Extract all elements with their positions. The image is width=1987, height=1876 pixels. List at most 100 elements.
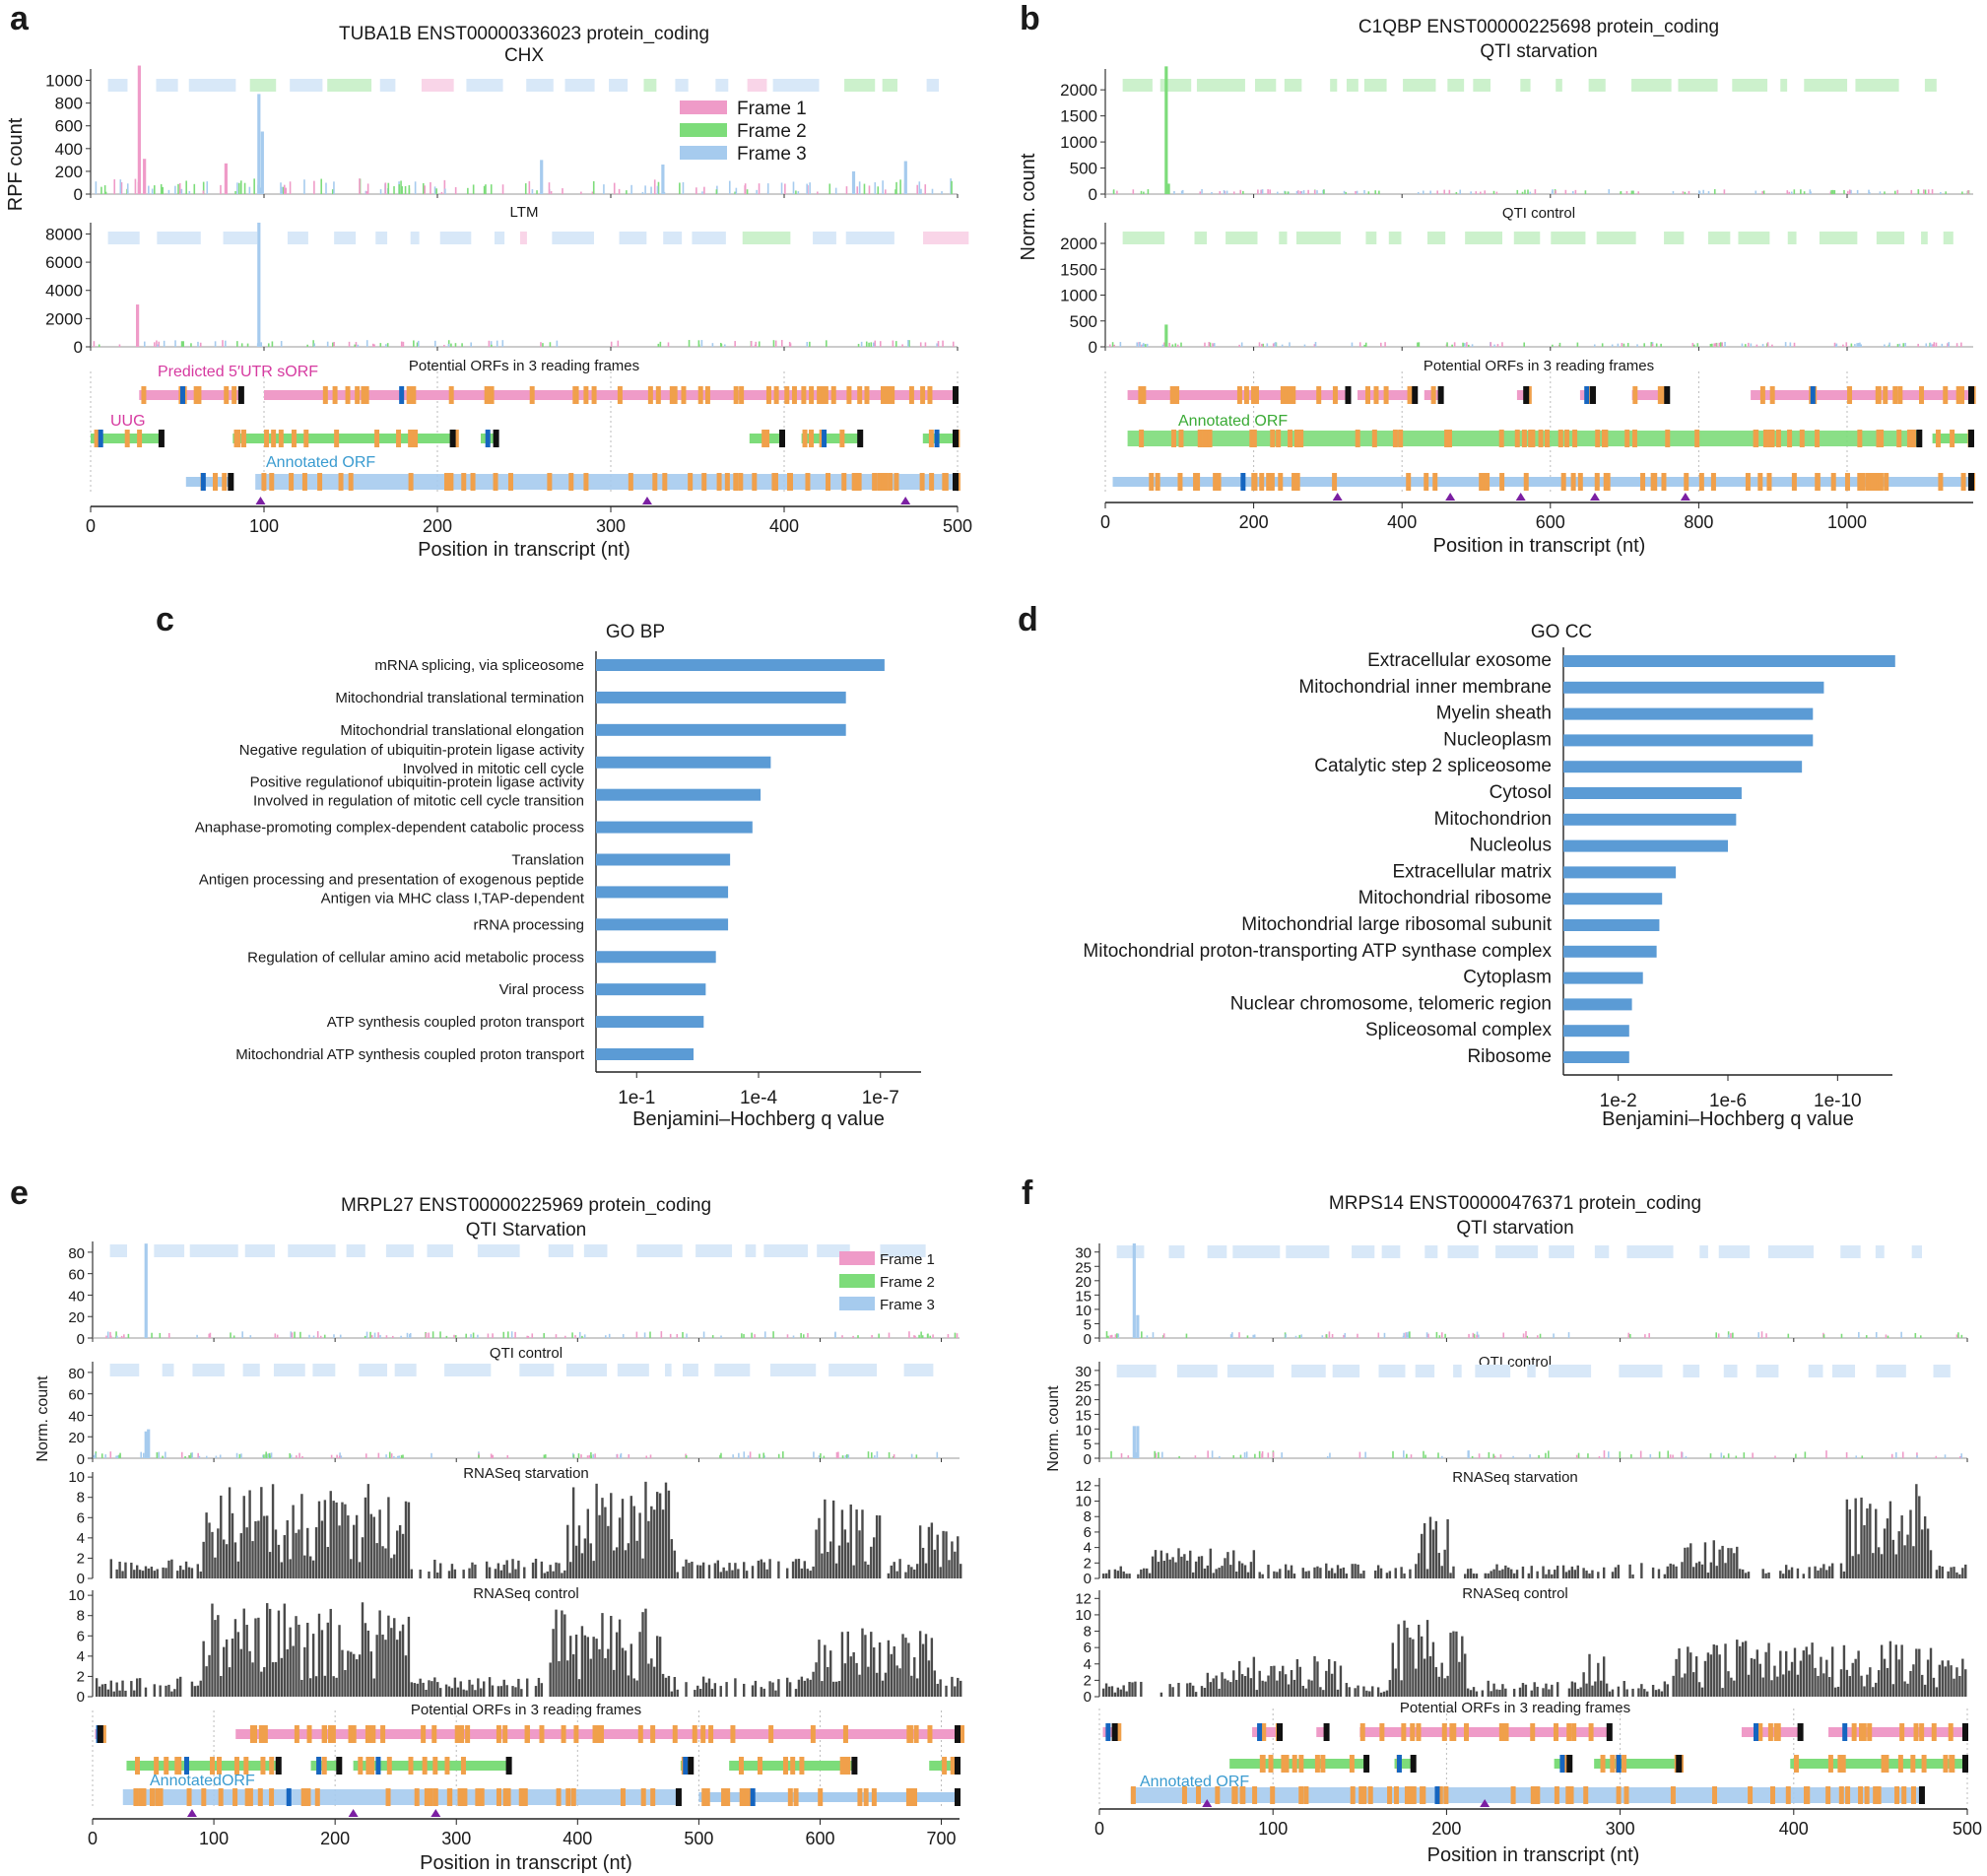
rna-bar (366, 1630, 370, 1697)
rna-bar (870, 1632, 873, 1697)
read-bar (1637, 191, 1639, 194)
read-bar (1860, 344, 1862, 347)
codon-tick (1931, 1723, 1937, 1741)
read-bar (1314, 342, 1317, 347)
codon-tick (697, 386, 703, 404)
rna-bar (1218, 1688, 1221, 1697)
codon-tick (920, 386, 926, 404)
codon-tick (787, 473, 793, 491)
codon-tick (1775, 1723, 1781, 1741)
read-bar (1136, 342, 1139, 347)
read-bar (580, 191, 582, 194)
frame-band (157, 232, 201, 244)
codon-tick (1845, 1786, 1851, 1804)
read-bar (323, 1334, 326, 1338)
frame-band (1424, 1245, 1438, 1258)
rna-bar (1727, 1671, 1730, 1697)
codon-tick (1670, 1786, 1676, 1804)
start-codon (822, 430, 828, 447)
read-bar (402, 341, 405, 347)
rna-bar (1741, 1569, 1745, 1578)
annotation-label: AnnotatedORF (150, 1773, 255, 1789)
read-bar (241, 1331, 243, 1338)
peak-bar (260, 131, 264, 194)
codon-tick (817, 386, 823, 404)
read-bar (1297, 190, 1299, 194)
rna-bar (450, 1564, 454, 1578)
stop-codon (1437, 386, 1444, 404)
read-bar (876, 1451, 879, 1458)
rna-bar (118, 1690, 121, 1697)
rna-bar (1712, 1540, 1715, 1578)
read-bar (1276, 191, 1279, 194)
stop-codon (851, 1757, 858, 1775)
codon-tick (459, 1725, 465, 1743)
rna-bar (1767, 1572, 1770, 1578)
go-bar (596, 659, 885, 671)
rna-bar (701, 1676, 705, 1697)
read-bar (249, 1335, 252, 1338)
codon-tick (1215, 1786, 1221, 1804)
rna-bar (632, 1506, 635, 1578)
rna-bar (710, 1689, 714, 1697)
rna-bar (1475, 1691, 1479, 1697)
read-bar (1363, 344, 1365, 347)
frame-band (290, 79, 323, 92)
codon-tick (1141, 386, 1147, 404)
rna-bar (1692, 1672, 1695, 1697)
stop-codon (953, 430, 959, 447)
stop-codon (953, 473, 959, 491)
read-bar (388, 1451, 391, 1458)
codon-tick (465, 1725, 471, 1743)
codon-tick (232, 1788, 238, 1806)
rna-bar (1640, 1563, 1643, 1578)
read-bar (1407, 1334, 1409, 1338)
rna-bar (1252, 1550, 1256, 1578)
rna-bar (1567, 1688, 1571, 1697)
read-bar (444, 188, 446, 194)
codon-tick (518, 1788, 524, 1806)
rna-bar (1351, 1564, 1354, 1578)
read-bar (936, 1451, 939, 1458)
orf-bar (1631, 390, 1670, 400)
codon-tick (1259, 1755, 1265, 1773)
frame-band (1631, 79, 1672, 92)
rna-bar (1354, 1688, 1357, 1697)
rna-bar (1796, 1568, 1800, 1578)
rna-bar (682, 1566, 685, 1578)
rna-bar (1651, 1567, 1655, 1578)
rna-bar (1403, 1620, 1406, 1697)
rna-bar (1423, 1522, 1426, 1578)
rna-bar (497, 1686, 500, 1697)
codon-tick (396, 430, 402, 447)
read-bar (937, 341, 940, 347)
codon-tick (841, 1757, 847, 1775)
rna-bar (1730, 1677, 1733, 1697)
read-bar (874, 1455, 876, 1458)
read-bar (1822, 1334, 1825, 1338)
frame-band (1332, 1365, 1360, 1377)
read-bar (1171, 344, 1174, 347)
read-bar (387, 182, 390, 194)
read-bar (1208, 342, 1211, 347)
codon-tick (1698, 473, 1704, 491)
codon-tick (1565, 1786, 1571, 1804)
go-bar (1563, 1051, 1629, 1063)
rna-bar (797, 1679, 801, 1697)
codon-tick (570, 1788, 576, 1806)
read-bar (1895, 1451, 1897, 1458)
rna-bar (341, 1502, 344, 1578)
rna-bar (1512, 1688, 1516, 1697)
rna-bar (621, 1647, 625, 1697)
y-tick-label: 0 (1084, 1689, 1092, 1706)
read-bar (1140, 190, 1143, 194)
rna-bar (1828, 1677, 1831, 1697)
codon-tick (1373, 386, 1379, 404)
codon-tick (1195, 473, 1201, 491)
rna-bar (800, 1568, 804, 1578)
rna-bar (615, 1547, 619, 1578)
y-tick-label: 0 (74, 185, 83, 204)
frame-band (1549, 1245, 1574, 1258)
rna-bar (381, 1546, 384, 1578)
